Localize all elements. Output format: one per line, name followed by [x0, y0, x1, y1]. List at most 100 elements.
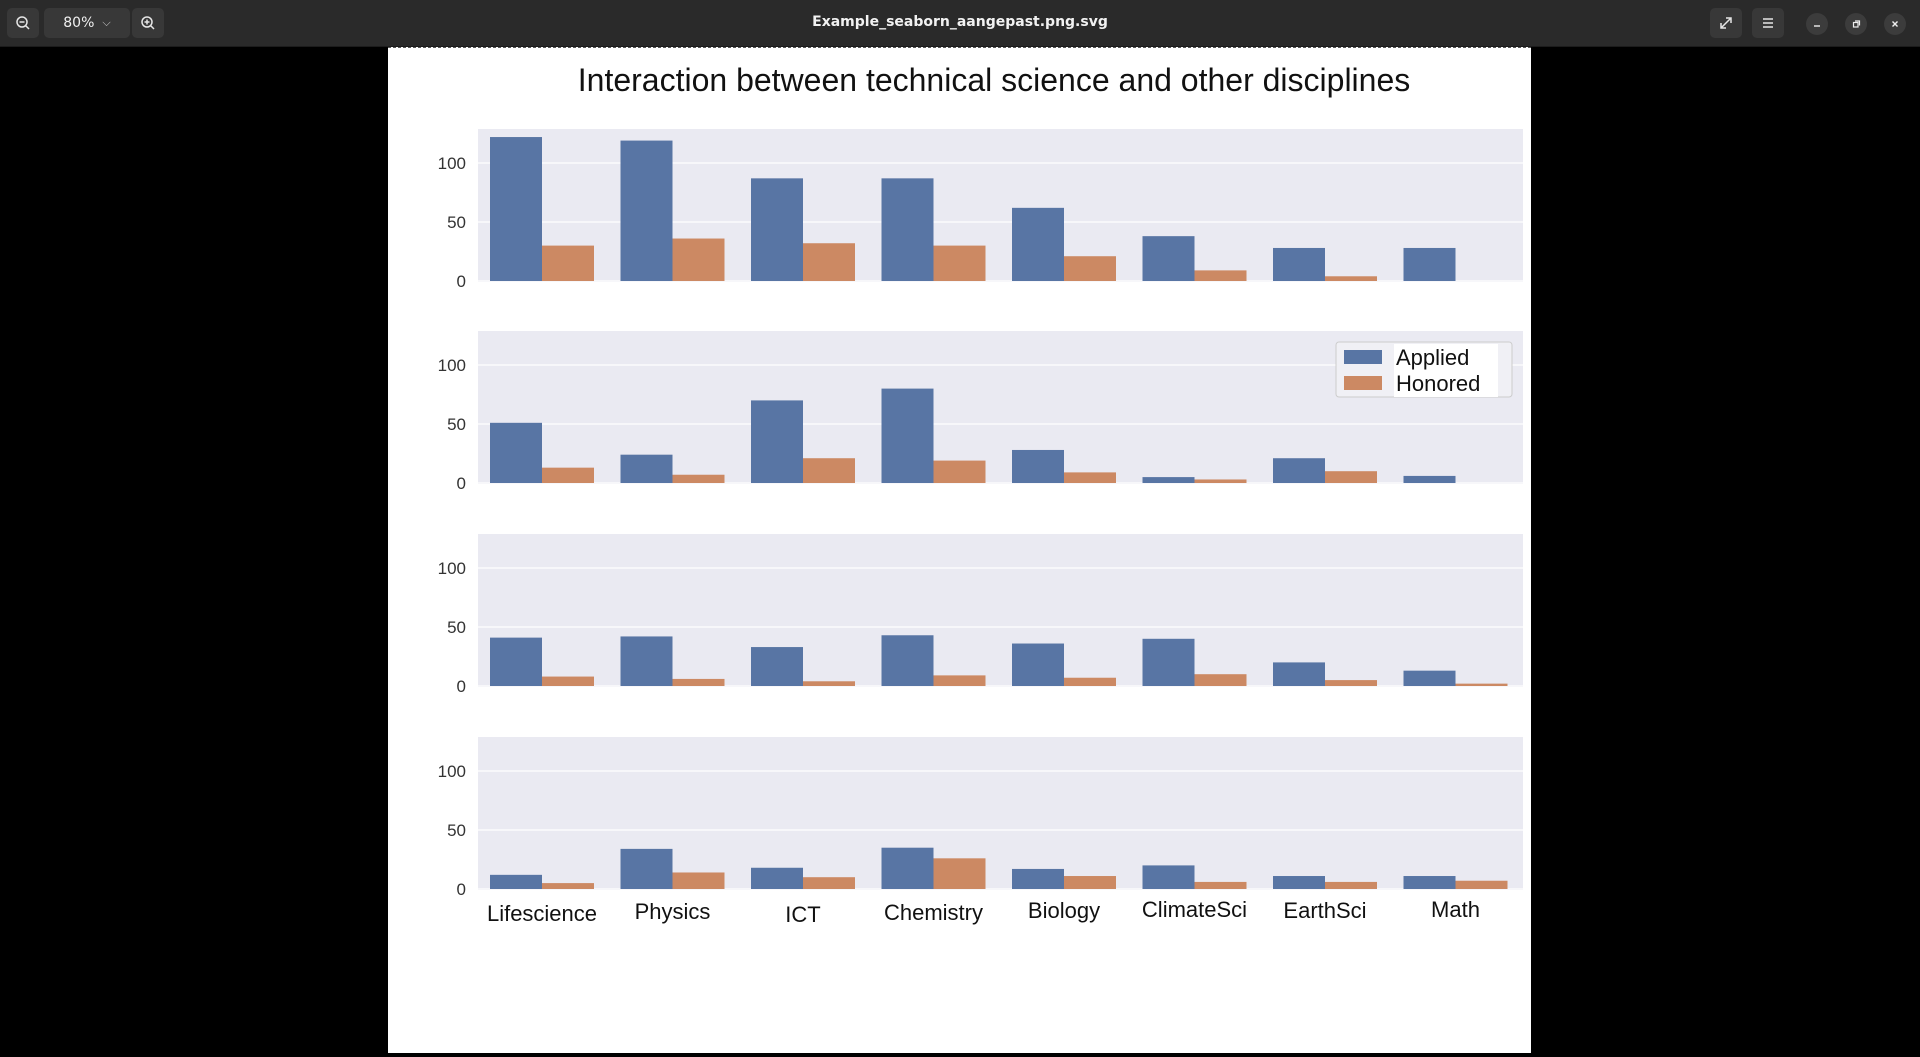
fullscreen-button[interactable]: [1710, 8, 1742, 38]
y-tick-label: 50: [447, 213, 466, 232]
bar-applied-physics: [620, 636, 673, 686]
hamburger-menu-icon: [1763, 18, 1773, 28]
legend-label-bg: [1394, 370, 1498, 397]
close-button[interactable]: [1884, 13, 1906, 35]
bar-honored-earthsci: [1325, 881, 1377, 889]
y-tick-label: 0: [457, 474, 466, 493]
bar-applied-earthsci: [1273, 662, 1325, 686]
bar-honored-lifescience: [542, 883, 594, 889]
zoom-level-dropdown[interactable]: 80% ⌵: [44, 8, 130, 38]
x-tick-label: ClimateSci: [1142, 897, 1247, 922]
document-page: Interaction between technical science an…: [388, 47, 1531, 1053]
chart-panel-2: 0 50 100: [438, 331, 1523, 493]
y-tick-label: 0: [457, 880, 466, 899]
bar-honored-ict: [803, 681, 855, 686]
bar-applied-ict: [751, 867, 803, 889]
y-tick-label: 0: [457, 677, 466, 696]
x-axis-labels: Lifescience Physics ICT Chemistry Biology Cli…: [487, 897, 1480, 927]
bar-applied-climatesci: [1142, 236, 1195, 281]
y-tick-label: 50: [447, 821, 466, 840]
chart-panels: 0 50 100 0 50 100 0 50 100 0 50 100: [438, 129, 1523, 899]
bar-applied-chemistry: [881, 635, 934, 686]
chart-panel-1: 0 50 100: [438, 129, 1523, 291]
close-icon: [1892, 21, 1898, 27]
legend-label-honored: Honored: [1396, 371, 1480, 396]
chevron-down-icon: ⌵: [102, 16, 111, 29]
minimize-icon: [1814, 25, 1820, 27]
bar-applied-lifescience: [490, 137, 542, 281]
bar-applied-ict: [751, 178, 803, 281]
bar-honored-earthsci: [1325, 680, 1377, 686]
bar-applied-math: [1403, 475, 1456, 483]
bar-honored-climatesci: [1194, 881, 1247, 889]
bar-applied-ict: [751, 647, 803, 686]
x-tick-label: EarthSci: [1283, 898, 1366, 923]
bar-applied-physics: [620, 140, 673, 281]
bar-applied-biology: [1012, 449, 1064, 483]
y-tick-label: 100: [438, 154, 466, 173]
bar-applied-earthsci: [1273, 247, 1325, 281]
chart-panel-3: 0 50 100: [438, 534, 1523, 696]
bar-applied-physics: [620, 454, 673, 483]
bar-honored-chemistry: [933, 460, 986, 483]
bar-honored-physics: [672, 678, 725, 686]
bar-honored-physics: [672, 474, 725, 483]
bar-honored-climatesci: [1194, 270, 1247, 281]
bar-honored-physics: [672, 238, 725, 281]
bar-applied-chemistry: [881, 847, 934, 889]
bar-applied-biology: [1012, 207, 1064, 281]
expand-icon: [1720, 17, 1732, 29]
bar-applied-earthsci: [1273, 458, 1325, 483]
bar-applied-climatesci: [1142, 638, 1195, 686]
zoom-out-icon: [16, 16, 30, 30]
maximize-button[interactable]: [1845, 13, 1867, 35]
bar-honored-lifescience: [542, 245, 594, 281]
bar-applied-ict: [751, 400, 803, 483]
bar-honored-ict: [803, 243, 855, 281]
bar-applied-chemistry: [881, 178, 934, 281]
x-tick-label: Physics: [635, 899, 711, 924]
zoom-out-button[interactable]: [7, 8, 39, 38]
zoom-in-button[interactable]: [132, 8, 164, 38]
y-tick-label: 100: [438, 762, 466, 781]
bar-honored-math: [1455, 880, 1508, 889]
restore-icon: [1852, 20, 1861, 28]
bar-applied-math: [1403, 876, 1456, 889]
chart-panel-4: 0 50 100: [438, 737, 1523, 899]
y-tick-label: 100: [438, 356, 466, 375]
bar-honored-biology: [1064, 677, 1116, 686]
y-tick-label: 0: [457, 272, 466, 291]
chart-title: Interaction between technical science an…: [578, 62, 1411, 98]
bar-honored-biology: [1064, 876, 1116, 889]
header-bar: 80% ⌵ Example_seaborn_aangepast.png.svg: [0, 0, 1920, 47]
legend-label-applied: Applied: [1396, 345, 1469, 370]
legend-swatch-honored: [1344, 376, 1382, 390]
x-tick-label: Lifescience: [487, 901, 597, 926]
bar-applied-biology: [1012, 643, 1064, 686]
bar-applied-biology: [1012, 868, 1064, 889]
bar-honored-biology: [1064, 472, 1116, 483]
bar-honored-chemistry: [933, 245, 986, 281]
bar-honored-biology: [1064, 256, 1116, 281]
bar-honored-chemistry: [933, 858, 986, 889]
bar-applied-lifescience: [490, 874, 542, 889]
minimize-button[interactable]: [1806, 13, 1828, 35]
bar-honored-climatesci: [1194, 479, 1247, 483]
bar-applied-math: [1403, 247, 1456, 281]
main-menu-button[interactable]: [1752, 8, 1784, 38]
page-top-border: [388, 47, 1531, 49]
bar-honored-chemistry: [933, 675, 986, 686]
x-tick-label: Chemistry: [884, 900, 983, 925]
bar-applied-climatesci: [1142, 477, 1195, 483]
bar-chart: Interaction between technical science an…: [438, 62, 1523, 927]
x-tick-label: Math: [1431, 897, 1480, 922]
bar-honored-ict: [803, 458, 855, 483]
bar-honored-climatesci: [1194, 674, 1247, 686]
bar-applied-lifescience: [490, 422, 542, 483]
y-tick-label: 50: [447, 415, 466, 434]
legend-swatch-applied: [1344, 350, 1382, 364]
bar-honored-lifescience: [542, 467, 594, 483]
bar-applied-lifescience: [490, 637, 542, 686]
window-title: Example_seaborn_aangepast.png.svg: [812, 14, 1108, 30]
